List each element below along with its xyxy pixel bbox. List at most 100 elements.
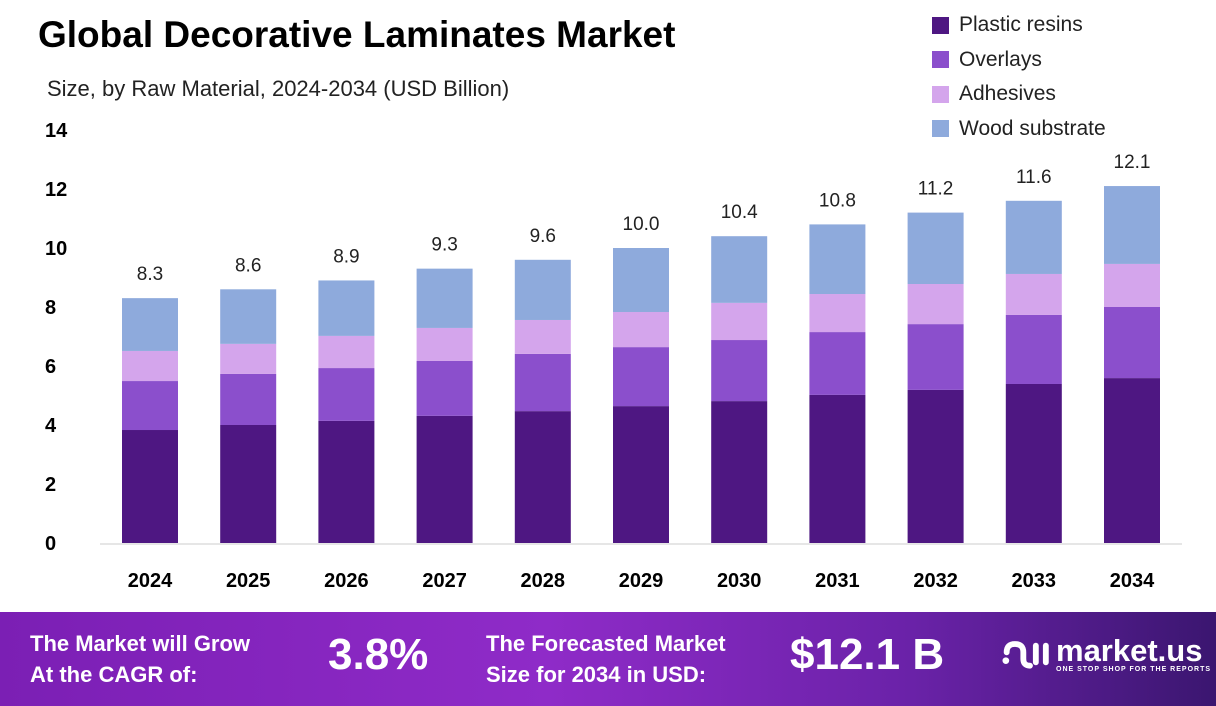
y-tick-label: 12 — [45, 179, 67, 201]
legend-label: Adhesives — [959, 82, 1056, 106]
total-label: 10.4 — [721, 202, 758, 223]
chart-subtitle: Size, by Raw Material, 2024-2034 (USD Bi… — [47, 76, 510, 101]
total-label: 12.1 — [1114, 152, 1151, 173]
legend-item: Overlays — [932, 43, 1106, 78]
bar-segment-wood-substrate — [416, 268, 473, 328]
bar-segment-adhesives — [514, 319, 571, 354]
bar-2025 — [220, 289, 277, 543]
legend-swatch — [932, 16, 949, 34]
bar-segment-plastic-resins — [809, 394, 866, 543]
total-label: 11.2 — [918, 179, 954, 200]
legend-item: Plastic resins — [932, 8, 1106, 43]
bar-segment-overlays — [1005, 314, 1062, 384]
bar-segment-adhesives — [318, 335, 375, 369]
bar-segment-overlays — [220, 373, 277, 425]
bar-segment-wood-substrate — [220, 289, 277, 344]
bar-segment-plastic-resins — [220, 425, 277, 543]
bar-2028 — [514, 259, 571, 543]
bar-segment-adhesives — [711, 302, 768, 341]
x-tick-label: 2034 — [1110, 570, 1155, 592]
bar-2032 — [907, 212, 964, 543]
y-tick-label: 10 — [45, 238, 67, 260]
bar-segment-wood-substrate — [318, 280, 375, 336]
bar-segment-plastic-resins — [1104, 378, 1160, 543]
total-label: 10.0 — [623, 214, 660, 235]
bar-segment-wood-substrate — [613, 248, 669, 313]
legend-swatch — [932, 51, 949, 69]
total-label: 8.9 — [333, 246, 359, 267]
bar-segment-plastic-resins — [711, 401, 768, 543]
chart-title: Global Decorative Laminates Market — [38, 14, 676, 55]
legend-label: Wood substrate — [959, 116, 1106, 140]
x-tick-label: 2027 — [422, 570, 467, 592]
bar-segment-overlays — [711, 340, 768, 402]
total-label: 9.6 — [530, 226, 556, 247]
y-tick-label: 4 — [45, 415, 57, 437]
footer-banner: The Market will Grow At the CAGR of: 3.8… — [0, 612, 1216, 706]
cagr-label: The Market will Grow At the CAGR of: — [30, 628, 250, 690]
logo-tagline: ONE STOP SHOP FOR THE REPORTS — [1056, 665, 1212, 673]
legend-item: Wood substrate — [932, 112, 1106, 147]
y-tick-label: 6 — [45, 356, 56, 378]
x-tick-label: 2030 — [717, 570, 762, 592]
total-label: 8.3 — [137, 264, 163, 285]
bar-segment-plastic-resins — [318, 420, 375, 543]
cagr-value: 3.8% — [328, 630, 429, 679]
legend-label: Overlays — [959, 47, 1042, 71]
cagr-label-line1: The Market will Grow — [30, 631, 251, 656]
bar-segment-plastic-resins — [1005, 383, 1062, 543]
y-tick-label: 14 — [45, 120, 68, 142]
bar-segment-adhesives — [220, 343, 277, 374]
total-label: 11.6 — [1016, 167, 1052, 188]
bar-segment-adhesives — [1005, 273, 1062, 315]
bar-segment-plastic-resins — [907, 389, 964, 543]
bar-segment-adhesives — [1104, 263, 1160, 307]
bar-segment-overlays — [514, 353, 571, 412]
bar-segment-wood-substrate — [809, 224, 866, 295]
x-tick-label: 2032 — [913, 570, 958, 592]
x-tick-label: 2025 — [226, 570, 271, 592]
x-tick-label: 2031 — [815, 570, 860, 592]
x-tick-label: 2028 — [521, 570, 566, 592]
bar-segment-overlays — [416, 360, 473, 416]
bar-2031 — [809, 224, 866, 543]
bar-2034 — [1104, 186, 1160, 543]
x-tick-label: 2033 — [1012, 570, 1057, 592]
stacked-bar-chart: 0 2 4 6 8 10 12 14 8.3 2024 8.6 2025 8.9 2026 9.3 2027 9… — [45, 120, 1182, 592]
legend-item: Adhesives — [932, 77, 1106, 112]
bar-segment-adhesives — [122, 350, 178, 382]
bar-segment-plastic-resins — [122, 430, 178, 543]
x-tick-label: 2029 — [619, 570, 664, 592]
legend-label: Plastic resins — [959, 13, 1083, 37]
bar-segment-wood-substrate — [907, 212, 964, 284]
y-tick-label: 0 — [45, 533, 56, 555]
bar-2030 — [711, 236, 768, 543]
logo-mark-icon — [1002, 641, 1049, 669]
bar-segment-plastic-resins — [514, 411, 571, 543]
bar-2024 — [122, 298, 178, 543]
y-tick-label: 2 — [45, 474, 56, 496]
bar-segment-overlays — [1104, 307, 1160, 379]
bar-segment-adhesives — [907, 283, 964, 325]
bar-segment-overlays — [318, 368, 375, 421]
bar-segment-wood-substrate — [514, 259, 571, 320]
legend-swatch — [932, 120, 949, 138]
cagr-label-line2: At the CAGR of: — [30, 662, 198, 687]
bar-segment-overlays — [613, 347, 669, 407]
bar-segment-wood-substrate — [122, 298, 178, 351]
total-label: 8.6 — [235, 255, 261, 276]
forecast-value: $12.1 B — [790, 630, 945, 679]
bar-2029 — [613, 248, 669, 543]
bar-segment-adhesives — [416, 327, 473, 361]
bar-2026 — [318, 280, 375, 543]
bar-2033 — [1005, 200, 1062, 543]
forecast-label-line1: The Forecasted Market — [486, 631, 726, 656]
x-tick-label: 2024 — [128, 570, 173, 592]
x-tick-label: 2026 — [324, 570, 369, 592]
forecast-label-line2: Size for 2034 in USD: — [486, 662, 707, 687]
forecast-label: The Forecasted Market Size for 2034 in U… — [486, 628, 726, 690]
total-label: 10.8 — [819, 190, 856, 211]
bar-segment-overlays — [907, 324, 964, 390]
bar-segment-adhesives — [613, 312, 669, 348]
bar-segment-plastic-resins — [416, 415, 473, 543]
